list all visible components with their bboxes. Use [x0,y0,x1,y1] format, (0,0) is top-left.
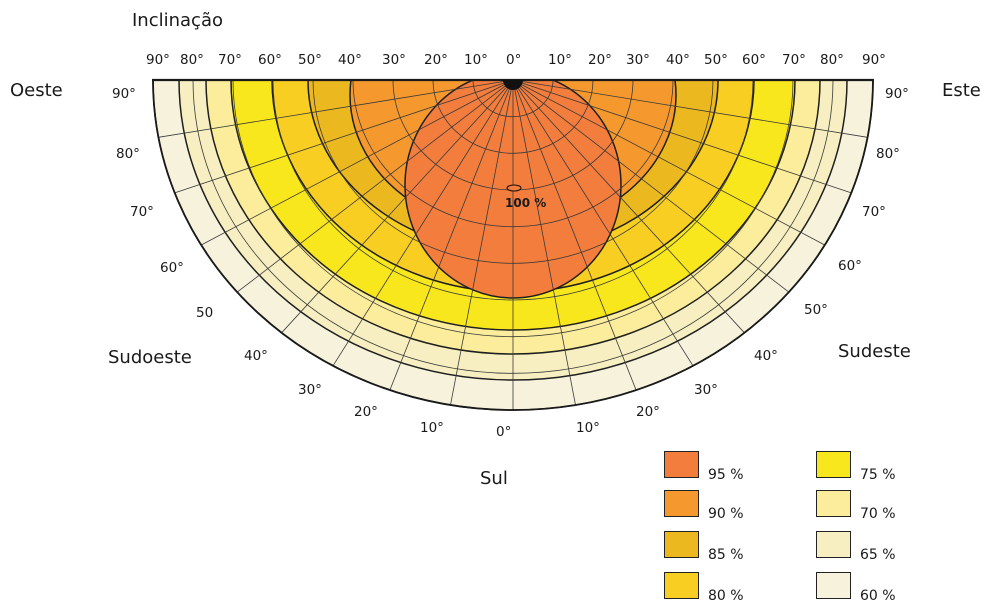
azimuth-line-5 [512,80,745,334]
outer-border [152,80,874,411]
azimuth-line-15 [201,80,514,246]
tilt-tick: 40° [666,52,690,68]
azimuth-tick-west: 30° [298,382,322,398]
legend-label: 85 % [708,547,744,563]
tilt-tick: 90° [862,52,886,68]
origin-marker [503,80,523,90]
azimuth-tick-east: 20° [636,404,660,420]
azimuth-tick-east: 50° [804,302,828,318]
azimuth-line-7 [512,80,637,391]
azimuth-tick-east: 30° [694,382,718,398]
tilt-tick: 40° [338,52,362,68]
azimuth-tick-east: 60° [838,258,862,274]
azimuth-tick-west: 70° [130,204,154,220]
legend-swatch [816,490,851,517]
tilt-tick: 50° [298,52,322,68]
tilt-tick: 80° [820,52,844,68]
azimuth-line-11 [389,80,514,391]
east-label: Este [942,80,981,101]
legend-swatch [816,451,851,478]
legend-label: 60 % [860,588,896,604]
southwest-label: Sudoeste [108,347,192,368]
azimuth-tick-east: 80° [876,146,900,162]
legend-swatch [664,572,699,599]
legend-label: 70 % [860,506,896,522]
tilt-tick: 70° [218,52,242,68]
tilt-tick: 20° [424,52,448,68]
south-label: Sul [480,468,508,489]
tilt-tick: 80° [180,52,204,68]
azimuth-tick-west: 40° [244,348,268,364]
azimuth-line-1 [512,80,868,138]
azimuth-line-10 [450,80,514,406]
azimuth-line-14 [236,80,514,293]
azimuth-line-6 [512,80,694,367]
azimuth-tick-east: 10° [576,420,600,436]
azimuth-tick-west: 10° [420,420,444,436]
legend-swatch [816,531,851,558]
legend-label: 80 % [708,588,744,604]
tilt-tick: 10° [464,52,488,68]
tilt-tick: 10° [548,52,572,68]
azimuth-line-2 [512,80,852,194]
legend-swatch [664,490,699,517]
legend-swatch [816,572,851,599]
azimuth-line-3 [512,80,825,246]
tilt-tick: 30° [626,52,650,68]
tilt-tick: 90° [146,52,170,68]
azimuth-tick-east: 90° [885,86,909,102]
tilt-tick: 0° [506,52,522,68]
southeast-label: Sudeste [838,341,911,362]
azimuth-tick-east: 40° [754,348,778,364]
azimuth-tick-west: 90° [112,86,136,102]
legend-label: 75 % [860,467,896,483]
azimuth-line-12 [332,80,514,367]
azimuth-tick-west: 20° [354,404,378,420]
maximum-marker [506,184,522,192]
legend-swatch [664,531,699,558]
tilt-tick: 60° [258,52,282,68]
azimuth-tick-south: 0° [496,424,512,440]
azimuth-tick-west: 60° [160,260,184,276]
azimuth-line-13 [281,80,514,334]
azimuth-line-16 [174,80,514,194]
tilt-tick: 70° [782,52,806,68]
legend-label: 65 % [860,547,896,563]
azimuth-tick-east: 70° [862,204,886,220]
west-label: Oeste [10,80,63,101]
tilt-tick: 60° [742,52,766,68]
tilt-title: Inclinação [132,10,223,31]
azimuth-tick-west: 50 [196,305,214,321]
tilt-tick: 50° [704,52,728,68]
center-max-label: 100 % [505,196,547,210]
azimuth-line-17 [158,80,514,138]
tilt-tick: 20° [588,52,612,68]
azimuth-line-4 [512,80,790,293]
tilt-tick: 30° [382,52,406,68]
legend-label: 90 % [708,506,744,522]
azimuth-tick-west: 80° [116,146,140,162]
azimuth-line-8 [512,80,576,406]
legend-label: 95 % [708,467,744,483]
legend-swatch [664,451,699,478]
